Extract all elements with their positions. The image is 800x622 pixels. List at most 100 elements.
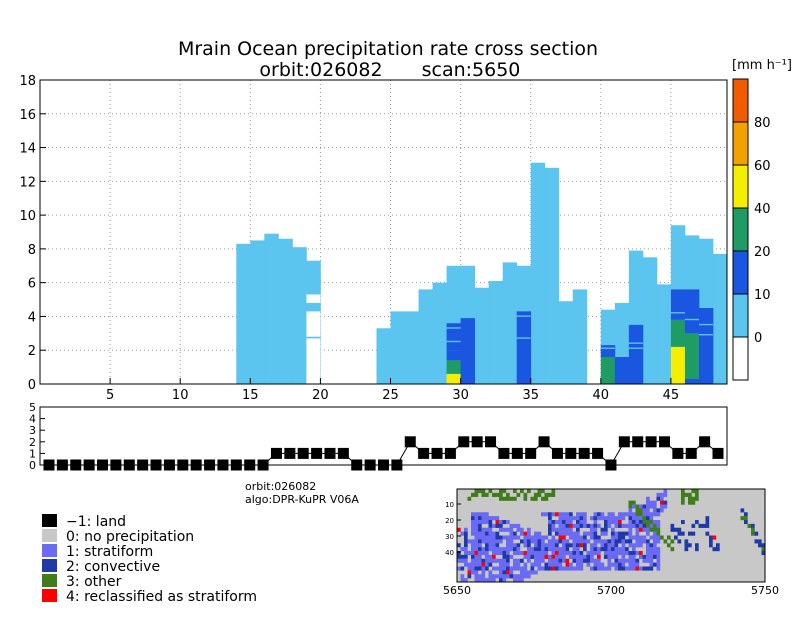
rate-segment [670, 319, 686, 347]
map-cell [558, 527, 563, 532]
map-cell [530, 496, 535, 501]
map-cell [523, 554, 528, 559]
map-cell [488, 531, 493, 536]
map-cell [642, 516, 647, 521]
map-cell [485, 551, 489, 556]
map-cell [562, 516, 566, 521]
map-cell [499, 578, 503, 583]
map-cell [488, 523, 493, 528]
map-cell [639, 516, 643, 521]
map-cell [555, 554, 559, 559]
map-cell [628, 512, 633, 517]
map-cell [569, 523, 573, 528]
map-cell [597, 551, 601, 556]
map-cell [761, 543, 766, 548]
map-cell [541, 489, 545, 494]
map-cell [586, 551, 591, 556]
map-cell [607, 551, 612, 556]
map-cell [684, 547, 689, 552]
map-cell [551, 489, 556, 494]
map-cell [488, 547, 493, 552]
map-cell [520, 489, 524, 494]
map-cell [649, 535, 654, 540]
colorbar-swatch [732, 336, 749, 381]
main-chart: 0 2 4 6 8 10 12 14 16 18 5 10 15 20 25 30 35 40 45 [19, 74, 728, 403]
map-cell [628, 520, 633, 525]
map-cell [611, 562, 615, 567]
map-cell [576, 566, 580, 571]
rate-segment [446, 350, 462, 361]
map-cell [628, 504, 633, 509]
map-cell [583, 520, 587, 525]
map-cell [541, 558, 545, 563]
map-cell [590, 531, 594, 536]
map-cell [653, 539, 657, 544]
map-cell [492, 551, 496, 556]
map-cell [471, 551, 475, 556]
map-cell [569, 512, 573, 517]
map-cell [520, 574, 524, 579]
map-cell [593, 520, 598, 525]
rate-segment [684, 289, 700, 334]
map-cell [548, 539, 552, 544]
map-cell [474, 578, 479, 583]
map-cell [639, 554, 643, 559]
map-cell [513, 523, 517, 528]
map-cell [709, 539, 713, 544]
map-cell [527, 547, 531, 552]
map-cell [684, 539, 689, 544]
map-cell [576, 535, 580, 540]
map-cell [474, 570, 479, 575]
map-cell [481, 551, 486, 556]
map-cell [590, 551, 594, 556]
map-cell [471, 554, 475, 559]
map-cell [555, 531, 559, 536]
map-cell [642, 539, 647, 544]
map-cell [590, 558, 594, 563]
map-cell [653, 512, 657, 517]
map-cell [569, 554, 573, 559]
map-cell [506, 547, 510, 552]
map-cell [649, 562, 654, 567]
map-cell [600, 512, 605, 517]
map-cell [474, 512, 479, 517]
map-cell [516, 535, 521, 540]
precip-column [278, 238, 293, 384]
map-cell [656, 547, 661, 552]
rate-segment [670, 346, 686, 384]
map-cell [523, 492, 528, 497]
map-cell [471, 547, 475, 552]
map-cell [586, 562, 591, 567]
map-cell [523, 535, 528, 540]
flag-y-tick-label: 3 [29, 424, 36, 437]
map-y-tick-label: 10 [445, 501, 454, 509]
map-cell [499, 574, 503, 579]
map-cell [576, 531, 580, 536]
map-cell [607, 523, 612, 528]
map-cell [488, 562, 493, 567]
map-cell [502, 578, 507, 583]
map-cell [579, 520, 584, 525]
map-cell [506, 566, 510, 571]
map-cell [635, 516, 640, 521]
map-cell [618, 531, 622, 536]
map-cell [555, 512, 559, 517]
map-cell [649, 512, 654, 517]
map-cell [555, 558, 559, 563]
map-cell [460, 547, 465, 552]
precip-column [656, 284, 672, 384]
map-cell [628, 523, 633, 528]
y-tick-label: 16 [19, 108, 36, 123]
map-cell [478, 551, 482, 556]
map-cell [635, 551, 640, 556]
map-cell [478, 539, 482, 544]
map-cell [478, 566, 482, 571]
map-cell [488, 554, 493, 559]
rate-stripe [684, 318, 699, 321]
map-cell [618, 558, 622, 563]
map-cell [534, 562, 538, 567]
map-cell [523, 574, 528, 579]
map-cell [611, 531, 615, 536]
map-cell [663, 504, 668, 509]
map-cell [492, 558, 496, 563]
